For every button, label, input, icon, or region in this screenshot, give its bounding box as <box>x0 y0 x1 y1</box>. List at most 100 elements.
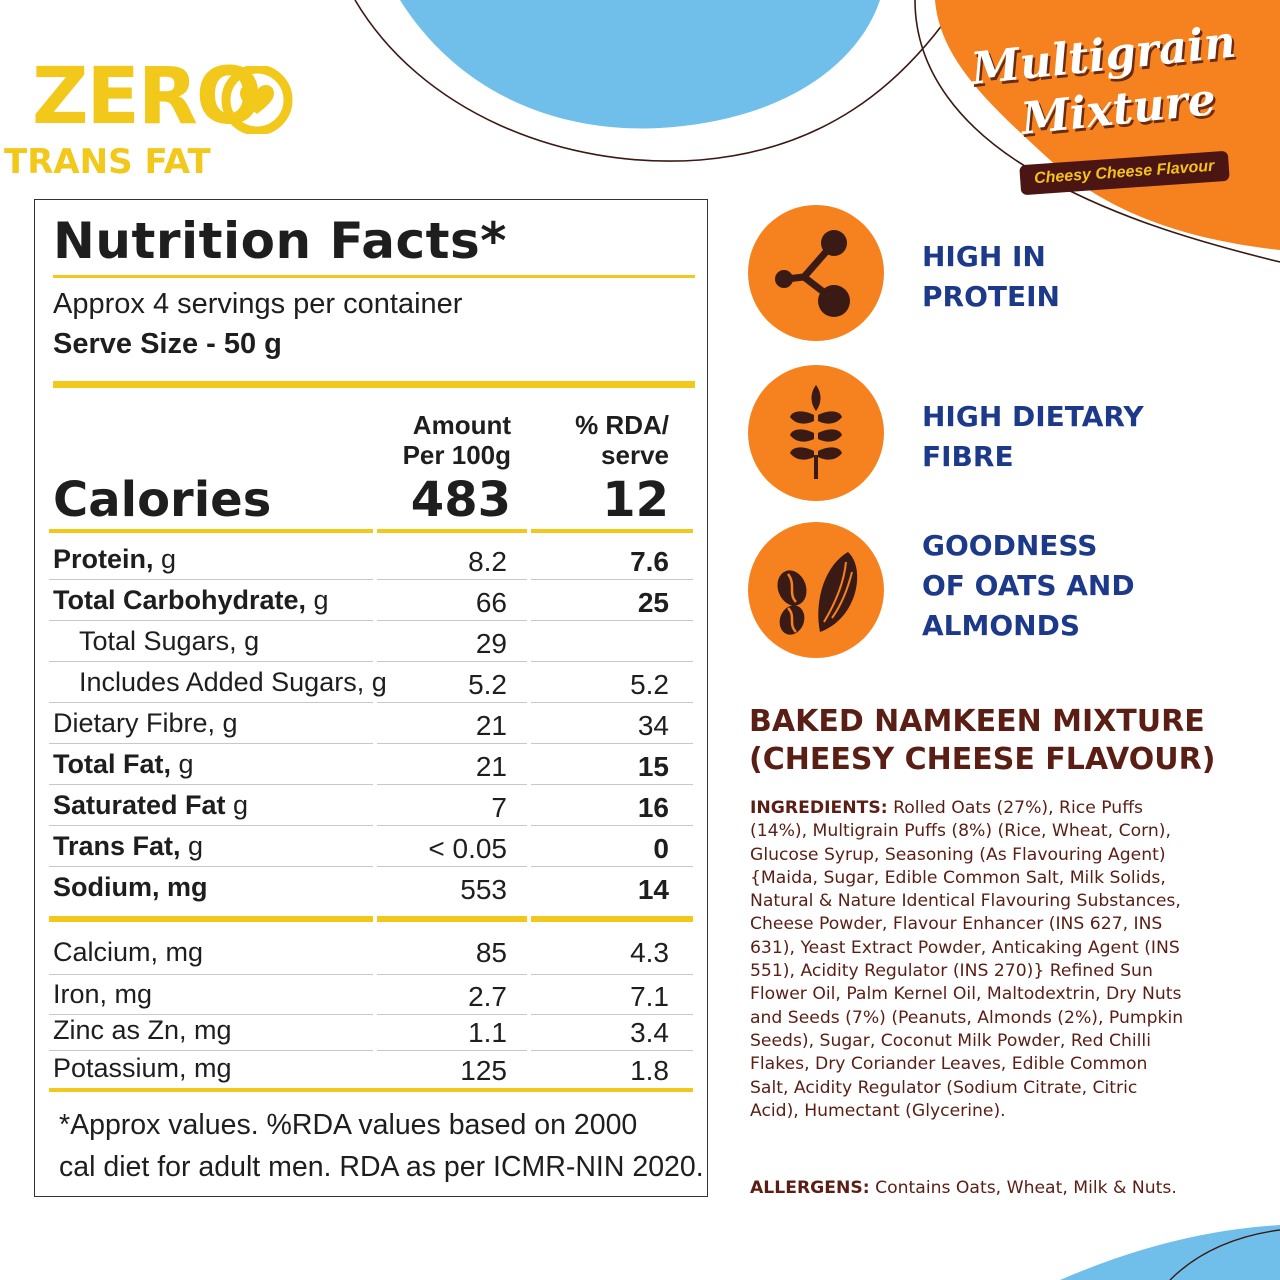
feature-text: HIGH DIETARY FIBRE <box>922 397 1144 477</box>
calories-rda: 12 <box>602 472 669 528</box>
nutrient-unit: g <box>153 544 177 574</box>
nutrient-rda: 34 <box>637 710 669 741</box>
allergens-list: Contains Oats, Wheat, Milk & Nuts. <box>869 1178 1177 1198</box>
mineral-label: Calcium, mg <box>53 937 204 967</box>
nutrition-facts-panel: Nutrition Facts* Approx 4 servings per c… <box>34 199 708 1197</box>
divider <box>377 916 527 922</box>
brand-logo: Multigrain Mixture Cheesy Cheese Flavour <box>966 17 1246 210</box>
feature-line: OF OATS AND <box>922 569 1135 602</box>
ingredients-text: INGREDIENTS: Rolled Oats (27%), Rice Puf… <box>750 797 1190 1123</box>
nutrient-rda: 15 <box>637 751 669 782</box>
feature-high-protein: HIGH IN PROTEIN <box>748 205 1248 341</box>
nutrient-row: Total Fat, g 21 15 <box>49 745 693 785</box>
mineral-amount: 125 <box>460 1055 507 1086</box>
allergens-text: ALLERGENS: Contains Oats, Wheat, Milk & … <box>750 1178 1230 1198</box>
nutrient-rda: 0 <box>653 833 669 864</box>
nutrient-rda: 14 <box>637 874 669 905</box>
nutrient-name: Trans Fat, <box>53 831 181 861</box>
nutrient-label: Total Fat, g <box>53 749 194 780</box>
divider <box>531 916 693 922</box>
divider <box>49 1088 693 1092</box>
nutrient-row: Protein, g 8.2 7.6 <box>49 540 693 580</box>
mineral-rda: 7.1 <box>630 981 669 1012</box>
nutrient-amount: < 0.05 <box>428 833 507 864</box>
nutrition-title: Nutrition Facts* <box>53 212 507 270</box>
nutrient-label: Total Sugars, g <box>79 626 260 656</box>
nutrient-row: Dietary Fibre, g 21 34 <box>49 704 693 744</box>
flavour-tag: Cheesy Cheese Flavour <box>1019 150 1230 196</box>
nutrient-amount: 21 <box>475 751 507 782</box>
nutrient-row: Total Sugars, g 29 <box>49 622 693 662</box>
nutrient-amount: 5.2 <box>468 669 507 700</box>
mineral-amount: 2.7 <box>468 981 507 1012</box>
nutrient-name: Sodium, mg <box>53 872 208 902</box>
ingredients-label: INGREDIENTS: <box>750 798 888 818</box>
feature-text: GOODNESS OF OATS AND ALMONDS <box>922 526 1135 646</box>
allergens-label: ALLERGENS: <box>750 1178 870 1198</box>
footnote: *Approx values. %RDA values based on 200… <box>59 1104 709 1188</box>
rda-header-line-2: serve <box>601 440 669 470</box>
nutrient-label: Includes Added Sugars, g <box>79 667 387 697</box>
curve-line-bottom <box>1169 1229 1280 1280</box>
nutrient-name: Saturated Fat <box>53 790 226 820</box>
nutrient-amount: 29 <box>475 628 507 659</box>
nutrient-rda: 16 <box>637 792 669 823</box>
nutrient-label: Saturated Fat g <box>53 790 248 821</box>
product-name-line-1: BAKED NAMKEEN MIXTURE <box>749 704 1205 739</box>
nutrient-unit: g <box>180 831 204 861</box>
divider <box>49 529 373 533</box>
nutrient-unit: g <box>306 585 329 615</box>
amount-header-line-1: Amount <box>412 410 511 440</box>
divider <box>49 916 373 922</box>
mineral-rda: 3.4 <box>630 1017 669 1048</box>
divider <box>377 529 527 533</box>
mineral-row: Potassium, mg 125 1.8 <box>49 1049 693 1089</box>
mineral-rda: 4.3 <box>630 937 669 968</box>
zero-trans-fat-badge: ZERO <box>32 58 293 188</box>
mineral-label: Zinc as Zn, mg <box>53 1015 232 1045</box>
footnote-line-2: cal diet for adult men. RDA as per ICMR-… <box>59 1151 704 1183</box>
nutrient-name: Protein, <box>53 544 154 574</box>
mineral-row: Zinc as Zn, mg 1.1 3.4 <box>49 1011 693 1051</box>
rda-header-line-1: % RDA/ <box>575 410 669 440</box>
mineral-amount: 1.1 <box>468 1017 507 1048</box>
nutrient-row: Sodium, mg 553 14 <box>49 868 693 908</box>
nutrient-row: Includes Added Sugars, g 5.2 5.2 <box>49 663 693 703</box>
nutrient-amount: 7 <box>491 792 507 823</box>
amount-column-header: Amount Per 100g <box>403 410 511 470</box>
nutrient-amount: 553 <box>460 874 507 905</box>
nutrient-amount: 21 <box>475 710 507 741</box>
mineral-amount: 85 <box>475 937 507 968</box>
feature-line: FIBRE <box>922 440 1014 473</box>
nutrient-unit: g <box>171 749 194 779</box>
amount-header-line-2: Per 100g <box>402 440 511 470</box>
mineral-label: Iron, mg <box>53 979 153 1009</box>
nutrient-label: Trans Fat, g <box>53 831 203 862</box>
ingredients-list: Rolled Oats (27%), Rice Puffs (14%), Mul… <box>750 798 1184 1121</box>
nutrient-rda: 7.6 <box>630 546 669 577</box>
mineral-label: Potassium, mg <box>53 1053 232 1083</box>
nutrient-label: Sodium, mg <box>53 872 208 903</box>
nutrient-unit: g <box>225 790 249 820</box>
nutrient-label: Total Carbohydrate, g <box>53 585 329 616</box>
oats-almond-icon <box>748 522 884 658</box>
feature-high-fibre: HIGH DIETARY FIBRE <box>748 365 1248 501</box>
nutrient-amount: 66 <box>475 587 507 618</box>
mineral-rda: 1.8 <box>630 1055 669 1086</box>
product-name-line-2: (CHEESY CHEESE FLAVOUR) <box>749 742 1216 777</box>
mineral-row: Calcium, mg 85 4.3 <box>49 931 693 975</box>
feature-line: HIGH IN <box>922 240 1046 273</box>
divider <box>531 529 693 533</box>
nutrient-name: Total Carbohydrate, <box>53 585 307 615</box>
molecule-icon <box>748 205 884 341</box>
serve-size: Serve Size - 50 g <box>53 328 282 360</box>
feature-line: PROTEIN <box>922 280 1060 313</box>
footnote-line-1: *Approx values. %RDA values based on 200… <box>59 1109 638 1141</box>
nutrient-name: Total Fat, <box>53 749 171 779</box>
nutrient-row: Trans Fat, g < 0.05 0 <box>49 827 693 867</box>
product-name: BAKED NAMKEEN MIXTURE (CHEESY CHEESE FLA… <box>749 703 1249 779</box>
feature-line: HIGH DIETARY <box>922 400 1144 433</box>
calories-label: Calories <box>53 472 272 528</box>
nutrient-row: Total Carbohydrate, g 66 25 <box>49 581 693 621</box>
nutrient-rda: 5.2 <box>630 669 669 700</box>
